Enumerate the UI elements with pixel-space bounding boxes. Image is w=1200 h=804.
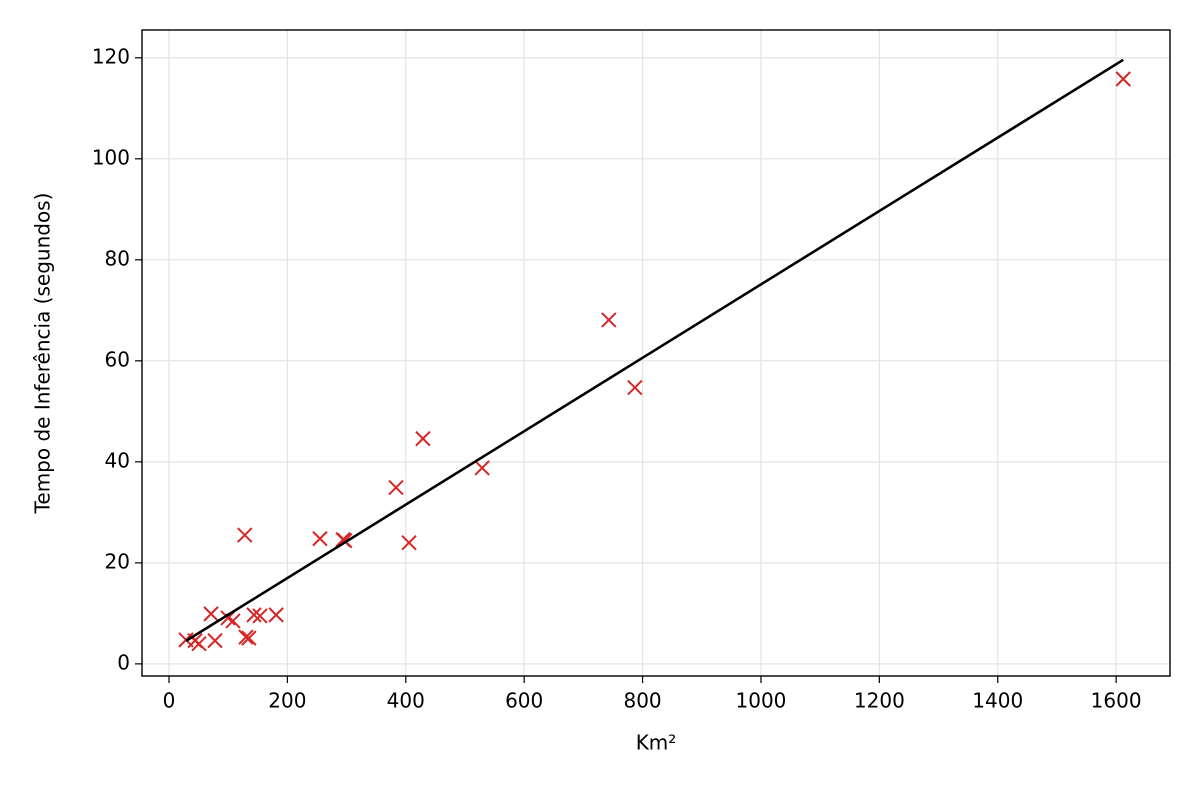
data-point bbox=[238, 629, 254, 645]
y-axis-label: Tempo de Inferência (segundos) bbox=[31, 193, 55, 515]
x-tick-label: 1200 bbox=[854, 689, 905, 713]
data-point bbox=[312, 530, 328, 547]
data-point bbox=[225, 613, 241, 629]
data-point bbox=[268, 607, 284, 623]
data-point bbox=[1115, 71, 1131, 87]
x-tick-label: 1400 bbox=[972, 689, 1023, 713]
x-tick-label: 200 bbox=[268, 689, 306, 713]
x-axis-label: Km² bbox=[636, 731, 677, 755]
data-point bbox=[241, 630, 257, 646]
x-tick-label: 400 bbox=[387, 689, 425, 713]
data-point bbox=[474, 460, 490, 476]
y-tick-label: 80 bbox=[105, 246, 130, 270]
data-point bbox=[627, 379, 643, 396]
data-point bbox=[415, 430, 431, 447]
y-tick-label: 40 bbox=[105, 448, 130, 472]
y-tick-label: 60 bbox=[105, 347, 130, 371]
y-tick-label: 20 bbox=[105, 549, 130, 573]
data-point bbox=[401, 534, 417, 551]
data-point bbox=[252, 608, 268, 624]
x-tick-label: 1600 bbox=[1091, 689, 1142, 713]
x-tick-label: 0 bbox=[163, 689, 176, 713]
y-tick-label: 0 bbox=[117, 650, 130, 674]
data-point bbox=[203, 606, 219, 622]
y-tick-label: 100 bbox=[92, 145, 130, 169]
data-point bbox=[388, 479, 404, 496]
data-point bbox=[601, 312, 617, 328]
x-tick-label: 1000 bbox=[736, 689, 787, 713]
x-tick-label: 800 bbox=[623, 689, 661, 713]
y-tick-label: 120 bbox=[92, 44, 130, 68]
data-point bbox=[246, 607, 262, 623]
plot-frame bbox=[141, 29, 1171, 677]
data-point bbox=[207, 632, 223, 649]
data-point bbox=[191, 635, 207, 652]
fit-line bbox=[185, 58, 1124, 643]
data-point bbox=[237, 527, 253, 543]
x-tick-label: 600 bbox=[505, 689, 543, 713]
